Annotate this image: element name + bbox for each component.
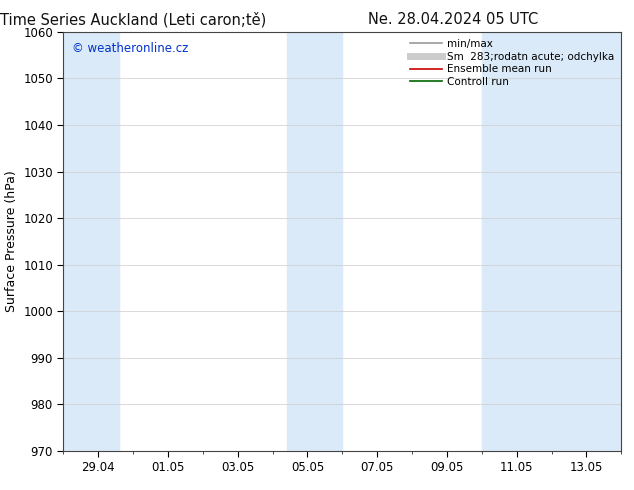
Bar <box>63 32 119 451</box>
Y-axis label: Surface Pressure (hPa): Surface Pressure (hPa) <box>4 171 18 312</box>
Text: Ne. 28.04.2024 05 UTC: Ne. 28.04.2024 05 UTC <box>368 12 538 27</box>
Legend: min/max, Sm  283;rodatn acute; odchylka, Ensemble mean run, Controll run: min/max, Sm 283;rodatn acute; odchylka, … <box>408 37 616 89</box>
Text: ENS Time Series Auckland (Leti caron;tě): ENS Time Series Auckland (Leti caron;tě) <box>0 12 266 28</box>
Bar <box>482 32 621 451</box>
Text: © weatheronline.cz: © weatheronline.cz <box>72 42 188 55</box>
Bar <box>287 32 342 451</box>
